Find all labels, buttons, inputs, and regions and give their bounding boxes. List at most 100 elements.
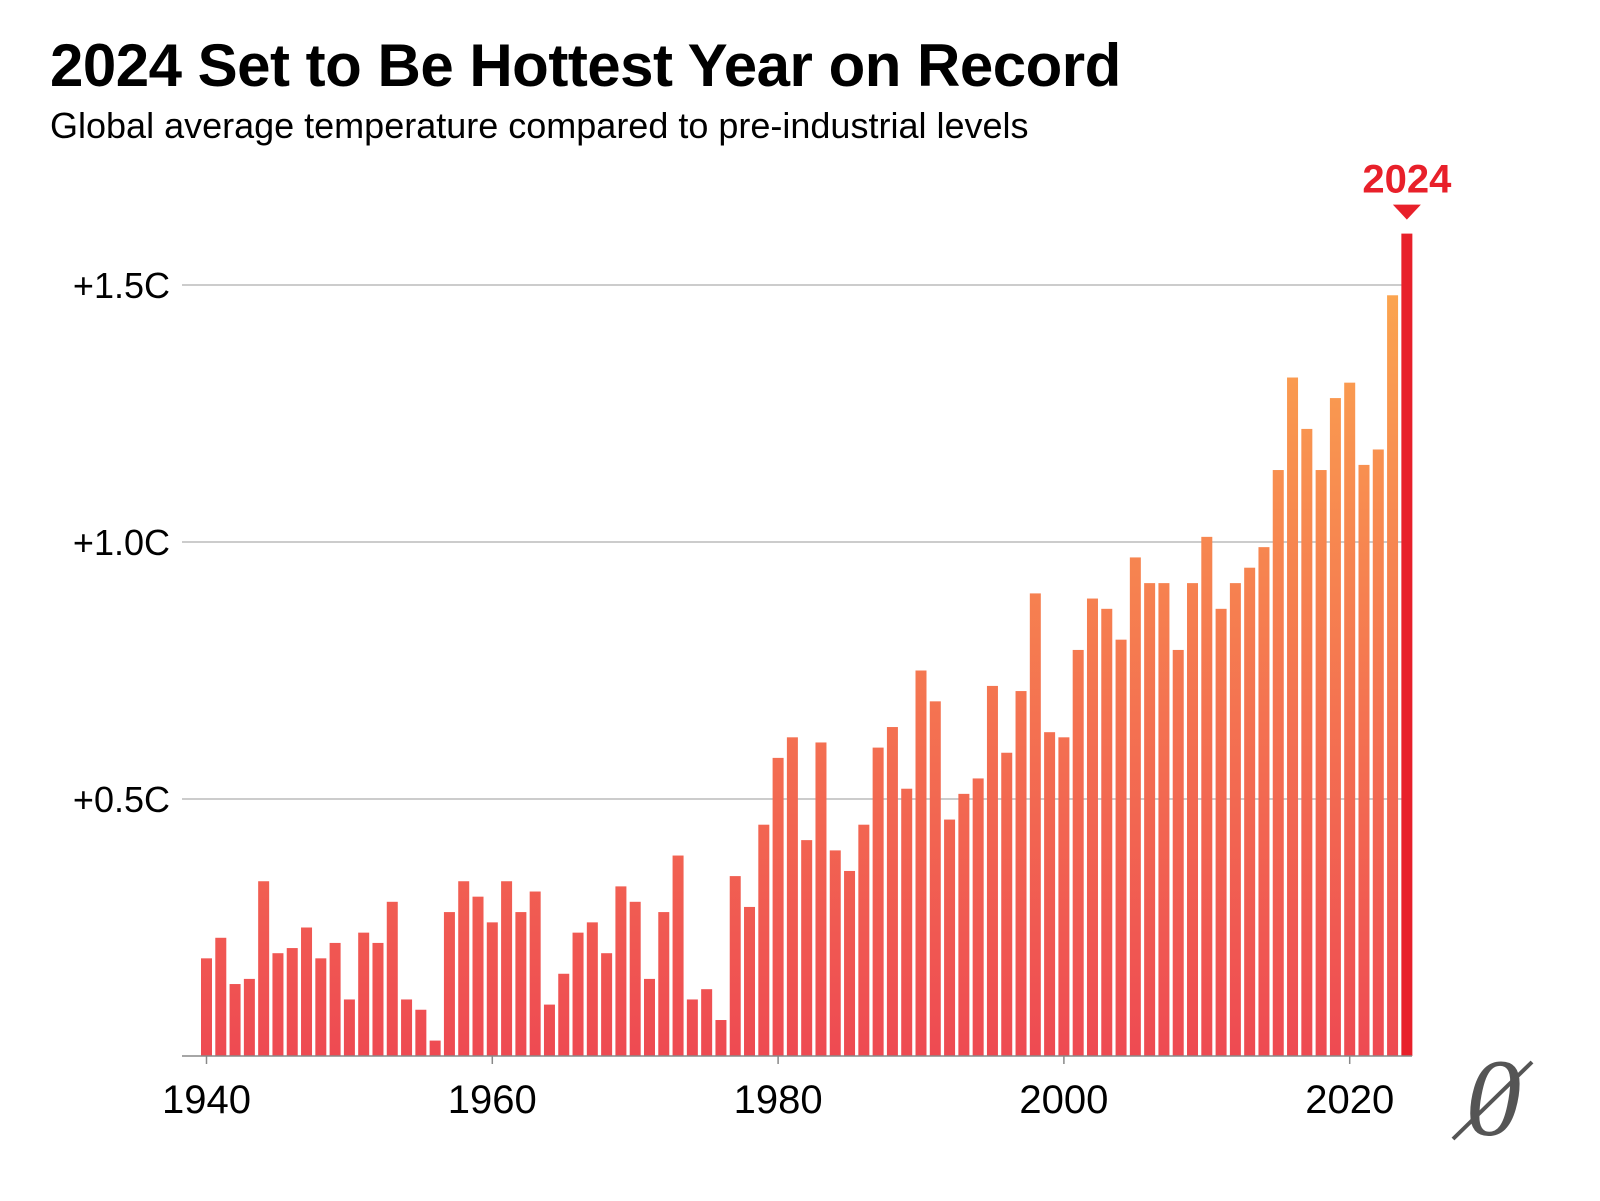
bar-2016 — [1287, 377, 1299, 1056]
bar-1999 — [1044, 732, 1056, 1056]
bar-1993 — [958, 793, 970, 1056]
bar-1947 — [301, 927, 313, 1056]
chart-subtitle: Global average temperature compared to p… — [50, 105, 1029, 146]
bar-1948 — [315, 958, 327, 1056]
bar-1953 — [386, 901, 398, 1056]
axes: +0.5C +1.0C +1.5C 1940 1960 1980 2000 2020 — [73, 265, 1412, 1122]
chart-title: 2024 Set to Be Hottest Year on Record — [50, 32, 1121, 99]
x-tick-label: 2000 — [1019, 1078, 1108, 1122]
bar-1973 — [672, 855, 684, 1056]
bar-2017 — [1301, 428, 1313, 1056]
slashed-zero-logo-icon: 0 — [1451, 1037, 1534, 1159]
bar-1952 — [372, 942, 384, 1056]
bar-1959 — [472, 896, 484, 1056]
bar-1995 — [986, 685, 998, 1056]
bar-2015 — [1272, 470, 1284, 1056]
bar-1998 — [1029, 593, 1041, 1056]
bar-2020 — [1344, 382, 1356, 1056]
bar-1970 — [629, 901, 641, 1056]
y-tick-label: +0.5C — [73, 779, 170, 820]
bar-1957 — [443, 912, 455, 1056]
bar-1980 — [772, 757, 784, 1056]
bar-1966 — [572, 932, 584, 1056]
bar-2001 — [1072, 649, 1084, 1056]
bar-1963 — [529, 891, 541, 1056]
bar-2014 — [1258, 547, 1270, 1056]
bar-1994 — [972, 778, 984, 1056]
bar-1972 — [658, 912, 670, 1056]
bar-1988 — [886, 727, 898, 1056]
bar-1950 — [343, 999, 355, 1056]
bar-1958 — [458, 881, 470, 1056]
bar-2021 — [1358, 464, 1370, 1056]
highlight-year-label: 2024 — [1362, 158, 1452, 202]
bar-1991 — [929, 701, 941, 1056]
bar-1941 — [215, 937, 227, 1056]
bar-2004 — [1115, 639, 1127, 1056]
bar-1964 — [543, 1004, 555, 1056]
bar-1942 — [229, 984, 241, 1056]
bar-1967 — [586, 922, 598, 1056]
bar-1996 — [1001, 752, 1013, 1056]
bar-1984 — [829, 850, 841, 1056]
bar-1981 — [786, 737, 798, 1056]
bar-2007 — [1158, 583, 1170, 1056]
bar-1949 — [329, 942, 341, 1056]
bar-1940 — [201, 958, 212, 1056]
bar-1983 — [815, 742, 827, 1056]
x-tick-label: 1980 — [734, 1078, 823, 1122]
bar-1974 — [686, 999, 698, 1056]
bar-1975 — [701, 989, 713, 1056]
bar-1992 — [944, 819, 956, 1056]
bar-2024 — [1401, 233, 1413, 1057]
y-tick-label: +1.5C — [73, 265, 170, 306]
bar-1960 — [486, 922, 498, 1056]
bars — [201, 233, 1413, 1057]
y-tick-label: +1.0C — [73, 522, 170, 563]
bar-1978 — [744, 906, 756, 1056]
bar-1954 — [401, 999, 413, 1056]
bar-2000 — [1058, 737, 1070, 1056]
bar-1997 — [1015, 691, 1027, 1056]
bar-2006 — [1144, 583, 1156, 1056]
bar-1962 — [515, 912, 527, 1056]
bar-1943 — [243, 978, 255, 1056]
bar-2018 — [1315, 470, 1327, 1056]
x-tick-label: 2020 — [1305, 1078, 1394, 1122]
x-tick-label: 1940 — [162, 1078, 251, 1122]
bar-1965 — [558, 973, 570, 1056]
bar-2013 — [1244, 567, 1256, 1056]
bar-1979 — [758, 824, 770, 1056]
bar-1945 — [272, 953, 284, 1056]
bar-2011 — [1215, 608, 1227, 1056]
bar-1976 — [715, 1020, 727, 1056]
bar-1982 — [801, 840, 813, 1056]
bar-2008 — [1172, 649, 1184, 1056]
bar-1951 — [358, 932, 370, 1056]
bar-1944 — [258, 881, 270, 1056]
highlight-annotation: 2024 — [1362, 158, 1452, 220]
bar-2023 — [1387, 295, 1399, 1056]
bar-2005 — [1129, 557, 1141, 1056]
bar-2010 — [1201, 536, 1213, 1056]
bar-1987 — [872, 747, 884, 1056]
bar-1961 — [501, 881, 513, 1056]
bar-2009 — [1187, 583, 1199, 1056]
highlight-arrow-icon — [1392, 204, 1421, 220]
bar-2002 — [1086, 598, 1098, 1056]
bar-2012 — [1229, 583, 1241, 1056]
gridlines — [182, 284, 1412, 800]
x-tick-label: 1960 — [448, 1078, 537, 1122]
bar-1990 — [915, 670, 927, 1056]
bar-2019 — [1329, 398, 1341, 1057]
bar-1986 — [858, 824, 870, 1056]
bar-1985 — [844, 870, 856, 1056]
bar-1977 — [729, 876, 741, 1056]
bar-1955 — [415, 1009, 427, 1056]
bar-2022 — [1372, 449, 1384, 1057]
bar-1969 — [615, 886, 627, 1056]
bar-1956 — [429, 1040, 441, 1056]
bar-1971 — [643, 978, 655, 1056]
bar-1968 — [601, 953, 613, 1056]
